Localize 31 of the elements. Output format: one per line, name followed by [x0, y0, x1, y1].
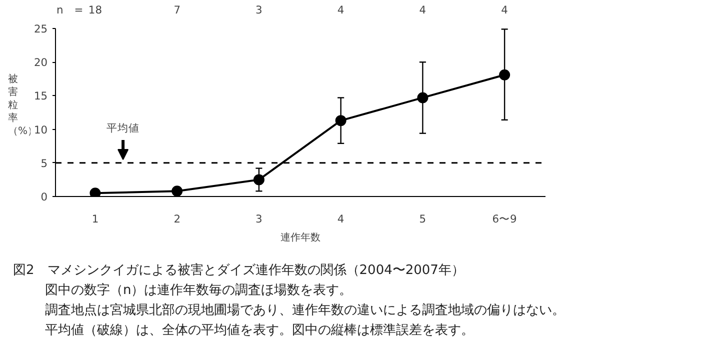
- text: 3: [256, 4, 262, 16]
- text: 調査地点は宮城県北部の現地圃場であり、連作年数の違いによる調査地域の偏りはない。: [45, 302, 565, 320]
- y-tick-label: 25: [34, 22, 48, 36]
- y-tick-label: 0: [40, 190, 48, 204]
- text: 図中の数字（n）は連作年数毎の調査ほ場数を表す。: [45, 282, 354, 300]
- point: [90, 188, 101, 196]
- y-tick-label: 10: [34, 123, 48, 136]
- text: n =: [56, 4, 84, 16]
- x-tick-label: 4: [337, 212, 344, 226]
- x-tick-label: 2: [174, 212, 180, 226]
- x-tick-label: 6〜9: [492, 212, 518, 226]
- point: [172, 186, 183, 196]
- text: 平均値（破線）は、全体の平均値を表す。図中の縦棒は標準誤差を表す。: [45, 322, 475, 340]
- y-tick-label: 15: [34, 90, 48, 103]
- x-tick-label: 1: [92, 212, 99, 226]
- y-tick-label: 5: [40, 156, 48, 170]
- x-tick-label: 5: [419, 212, 426, 226]
- text: 4: [419, 4, 426, 16]
- text: 18: [88, 4, 102, 16]
- ref-line-label: 平均値: [106, 122, 140, 135]
- x-axis-title: 連作年数: [280, 232, 320, 244]
- x-tick-label: 3: [256, 212, 262, 226]
- text: 4: [337, 4, 344, 16]
- caption: 図2 マメシンクイガによる被害とダイズ連作年数の関係（2004〜2007年）: [13, 262, 466, 280]
- y-tick-label: 20: [34, 56, 48, 70]
- point: [499, 69, 510, 80]
- text: 4: [501, 4, 508, 16]
- text: 7: [174, 4, 180, 16]
- point: [253, 174, 264, 186]
- point: [335, 115, 346, 126]
- point: [417, 92, 428, 104]
